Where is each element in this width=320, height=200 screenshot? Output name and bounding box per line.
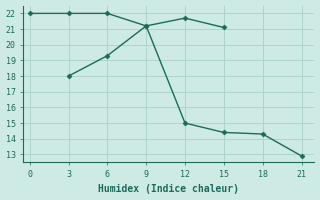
X-axis label: Humidex (Indice chaleur): Humidex (Indice chaleur): [98, 184, 239, 194]
